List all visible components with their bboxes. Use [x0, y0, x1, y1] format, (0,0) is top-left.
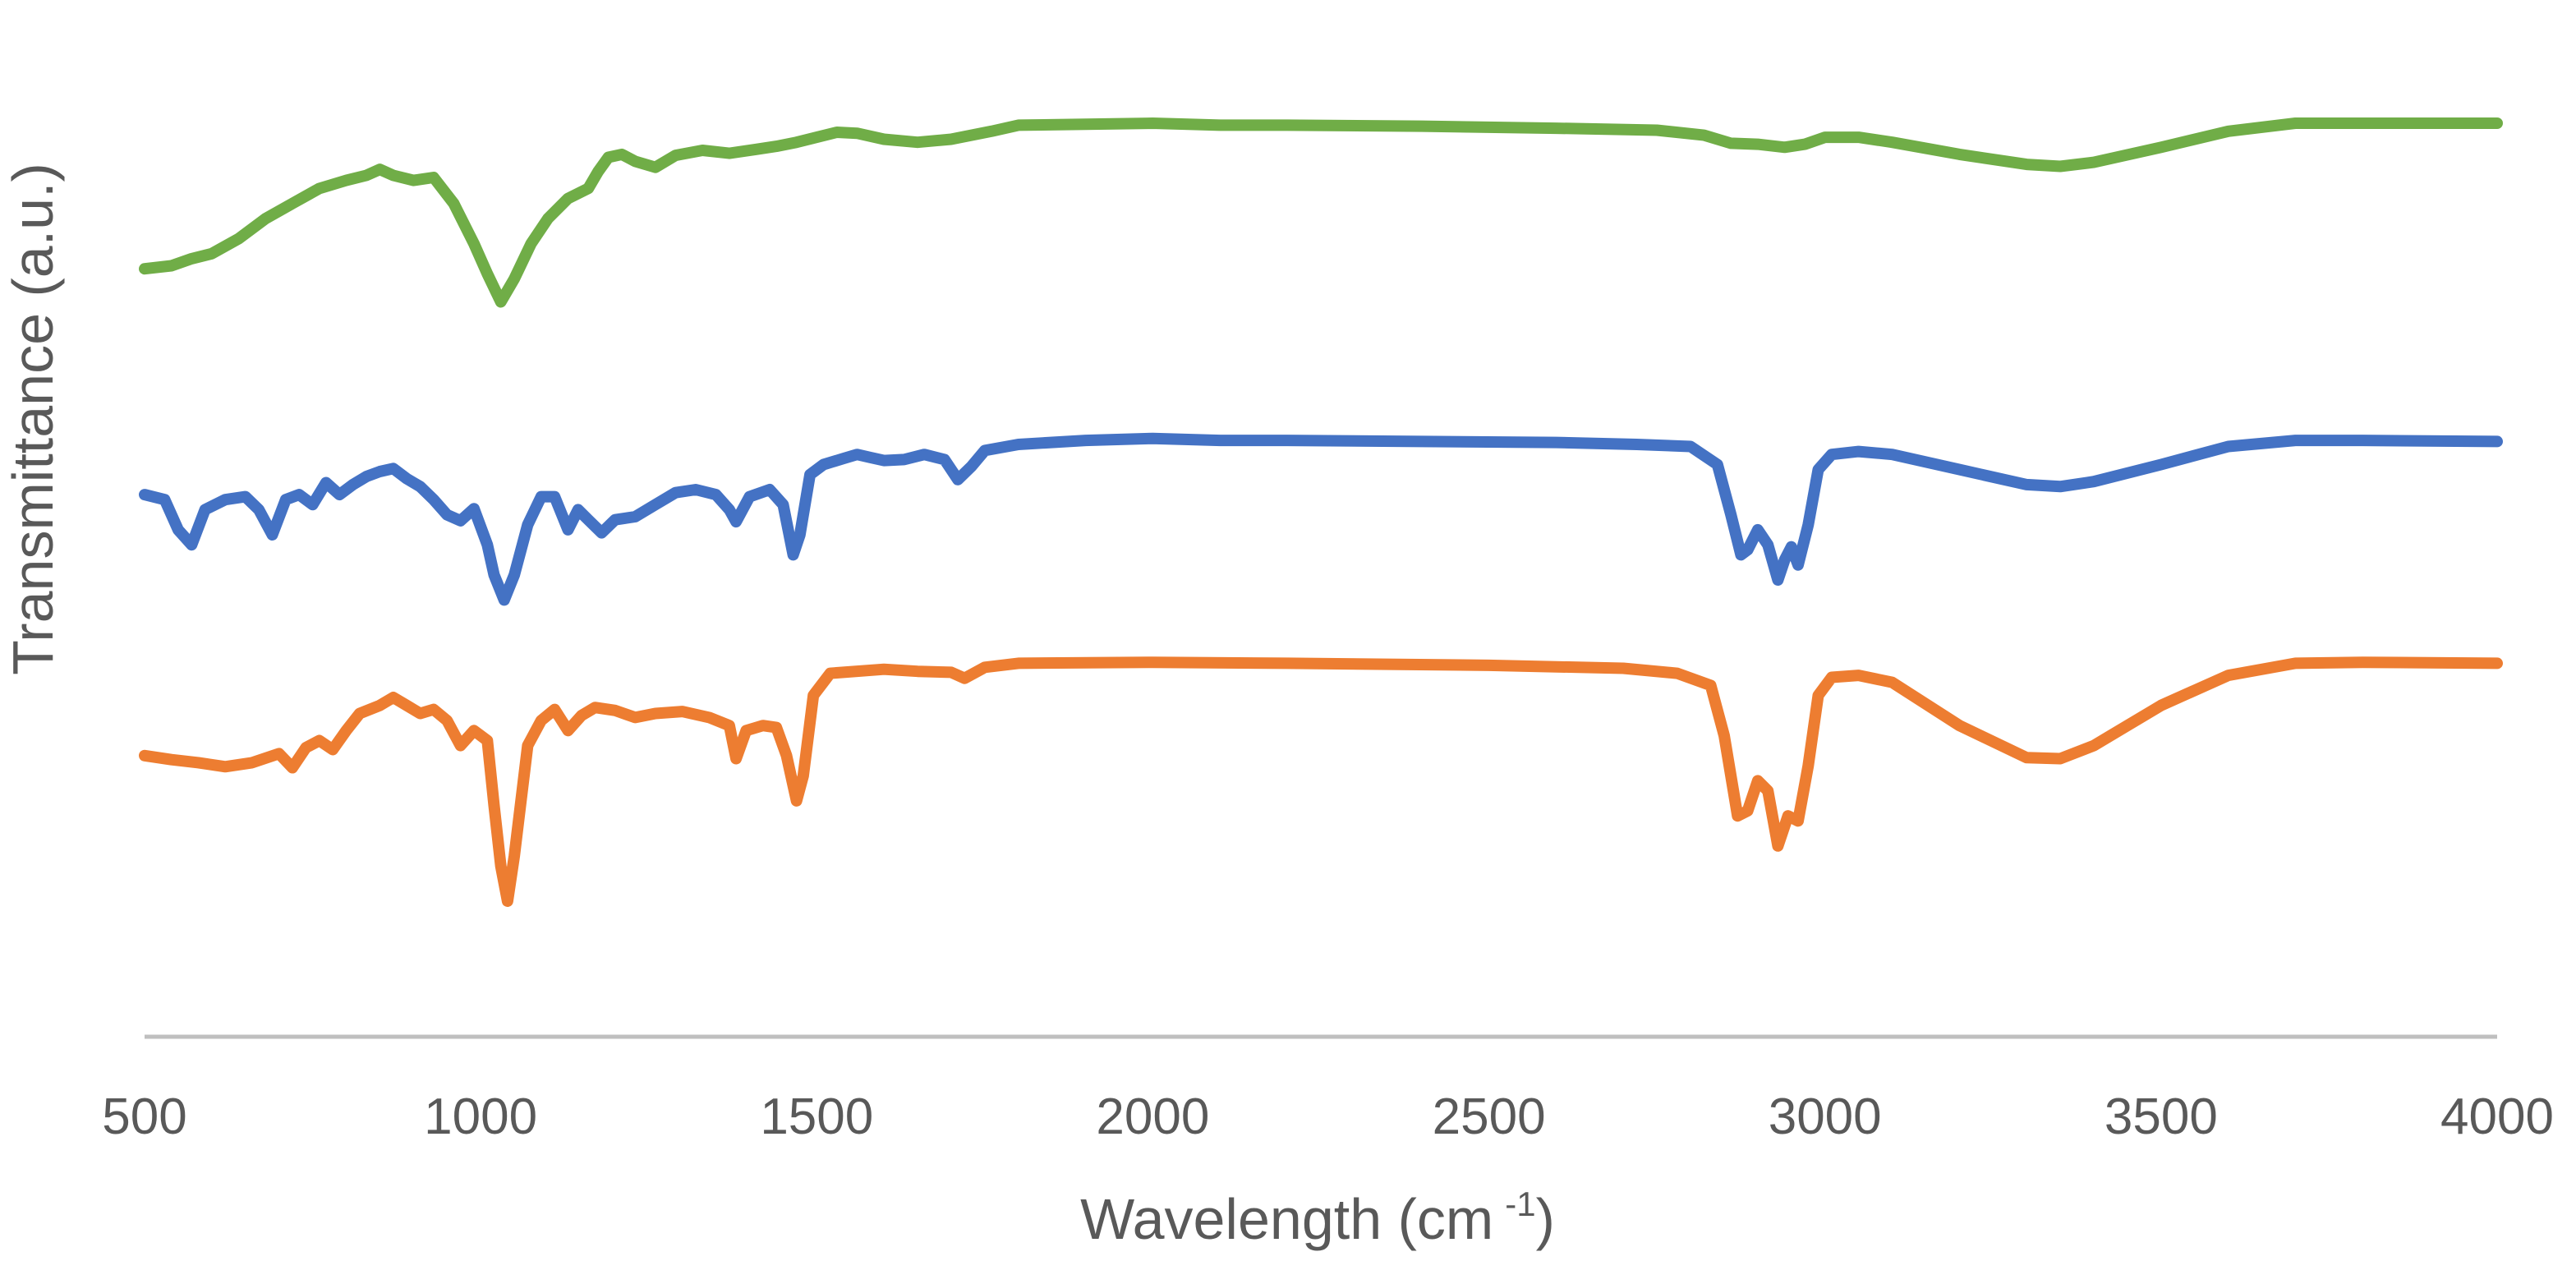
- x-tick-label: 2000: [1096, 1088, 1209, 1145]
- x-tick-label: 4000: [2440, 1088, 2554, 1145]
- green-trace-line: [139, 117, 2503, 308]
- orange-trace-line: [139, 656, 2503, 907]
- x-tick-label: 500: [102, 1088, 186, 1145]
- x-tick-label: 1000: [424, 1088, 537, 1145]
- x-tick-label: 3000: [1769, 1088, 1882, 1145]
- y-axis-title: Transmittance (a.u.): [1, 163, 65, 675]
- x-axis-title: Wavelength (cm -1): [1080, 1185, 1555, 1251]
- x-tick-label: 2500: [1433, 1088, 1546, 1145]
- x-tick-label: 3500: [2104, 1088, 2218, 1145]
- x-tick-labels: 500 1000 1500 2000 2500 3000 3500 4000: [102, 1088, 2554, 1145]
- blue-trace-line: [139, 432, 2503, 606]
- series-layer: [139, 117, 2503, 907]
- x-tick-label: 1500: [760, 1088, 873, 1145]
